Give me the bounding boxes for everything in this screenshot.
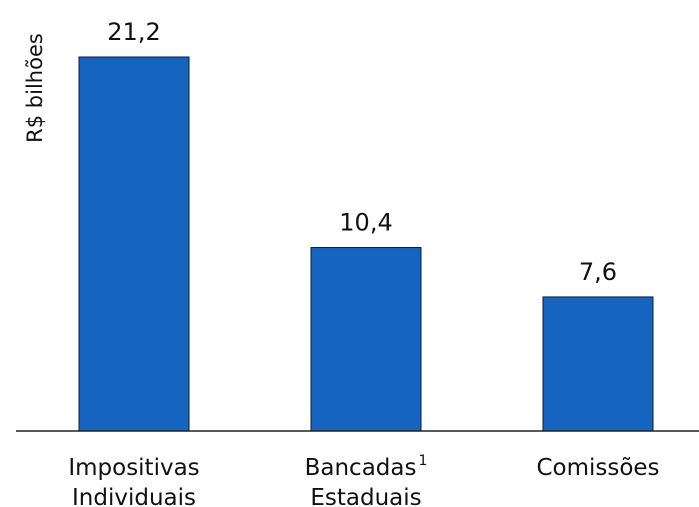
bar-2 (310, 247, 422, 432)
footnote-marker: 1 (418, 453, 427, 469)
value-label-3: 7,6 (579, 258, 617, 286)
category-labels-group: Impositivas Individuais Bancadas 1 Estaduais… (68, 453, 659, 507)
bars-group: 21,2 10,4 7,6 (78, 18, 654, 432)
category-label-2-line-1: Bancadas 1 (305, 453, 428, 481)
category-label-1-line-1: Impositivas (68, 455, 199, 481)
y-axis-label: R$ bilhões (23, 33, 47, 143)
category-label-3-line-1: Comissões (536, 455, 659, 481)
category-label-2-line-2: Estaduais (310, 485, 421, 507)
category-label-1-line-2: Individuais (72, 485, 196, 507)
bar-1 (78, 56, 190, 432)
bar-3 (542, 296, 654, 432)
value-label-2: 10,4 (339, 209, 392, 237)
value-label-1: 21,2 (107, 18, 160, 46)
